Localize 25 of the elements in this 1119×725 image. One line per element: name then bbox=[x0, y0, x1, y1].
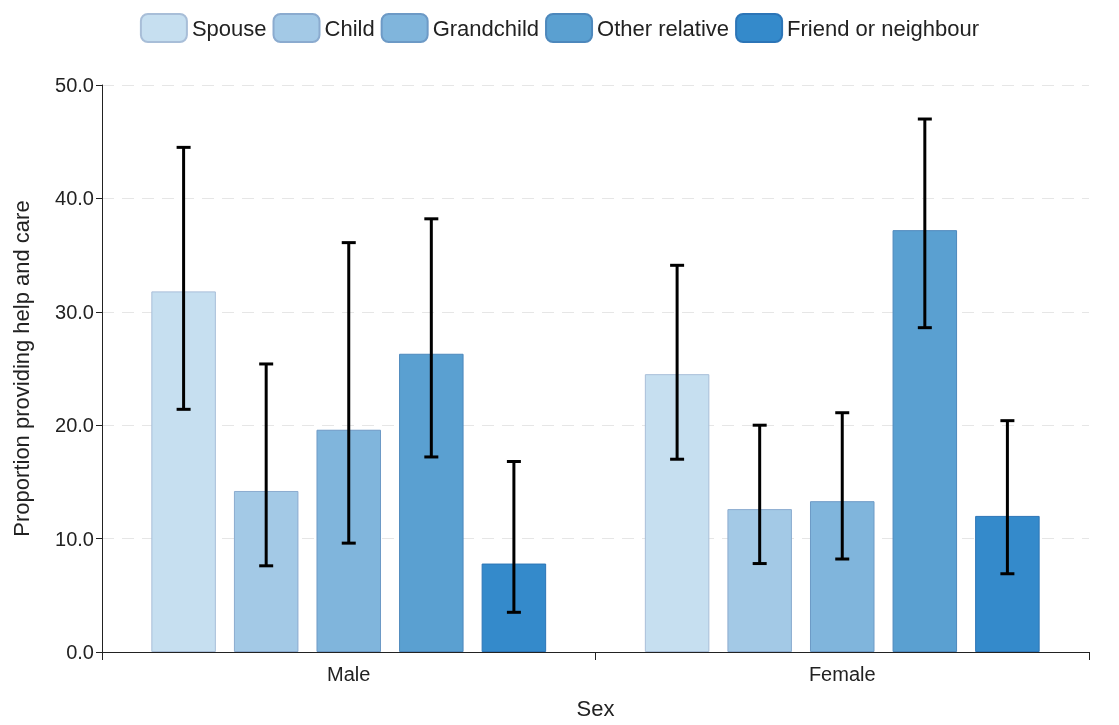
y-tick-label: 40.0 bbox=[55, 187, 94, 210]
x-tick-label: Female bbox=[808, 663, 876, 685]
bar bbox=[151, 291, 216, 652]
legend-label: Child bbox=[324, 15, 375, 41]
legend-label: Friend or neighbour bbox=[787, 15, 980, 41]
bar bbox=[399, 353, 464, 652]
bar bbox=[727, 509, 792, 652]
bar bbox=[892, 230, 958, 652]
legend-label: Other relative bbox=[597, 15, 730, 41]
bar bbox=[316, 429, 381, 652]
y-tick-label: 20.0 bbox=[55, 414, 94, 437]
bar bbox=[975, 515, 1040, 652]
y-tick-label: 10.0 bbox=[55, 527, 94, 550]
legend-label: Grandchild bbox=[432, 15, 540, 41]
y-axis-title: Proportion providing help and care bbox=[8, 200, 34, 537]
bar bbox=[644, 374, 710, 652]
y-tick-label: 0.0 bbox=[66, 641, 94, 663]
legend-label: Spouse bbox=[191, 15, 267, 41]
y-tick-label: 50.0 bbox=[55, 74, 94, 96]
bar bbox=[233, 490, 299, 652]
x-tick-label: Male bbox=[327, 663, 371, 685]
bar bbox=[810, 501, 875, 652]
x-axis-title: Sex bbox=[576, 695, 615, 721]
bar bbox=[481, 563, 547, 652]
y-tick-label: 30.0 bbox=[55, 300, 94, 323]
